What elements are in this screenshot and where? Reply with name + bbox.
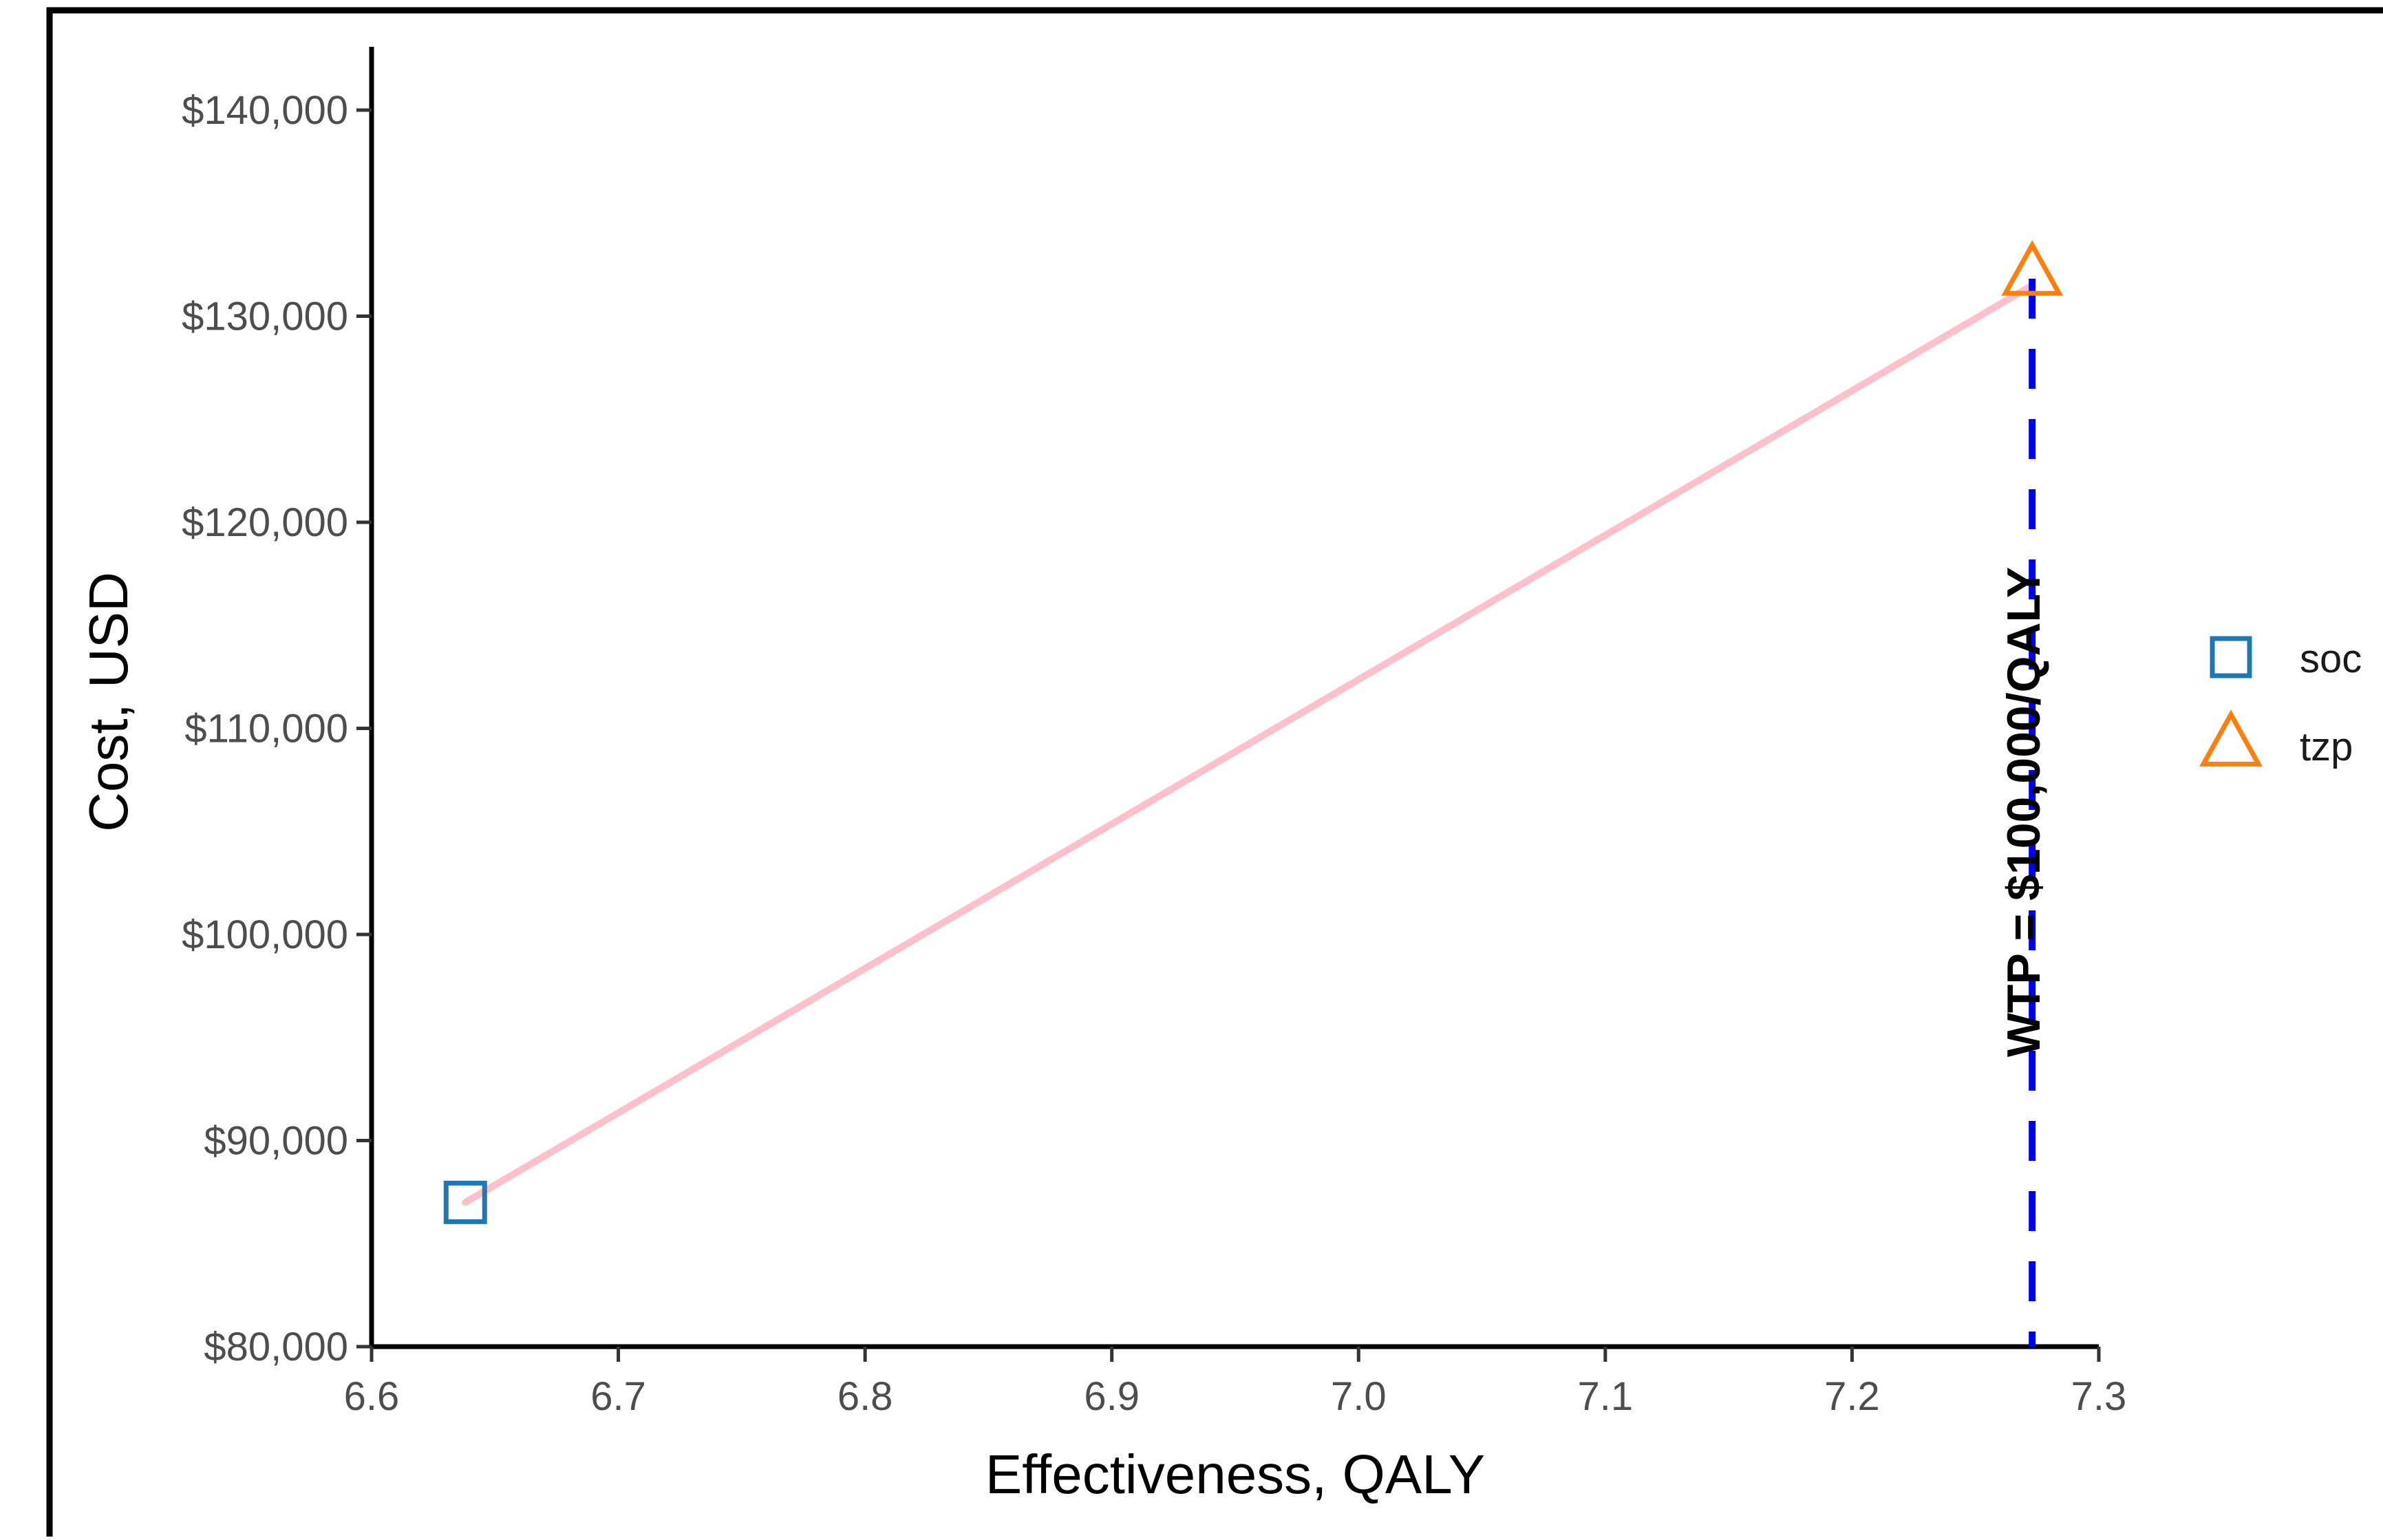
- y-tick-label-0: $80,000: [204, 1325, 348, 1369]
- x-tick-label-7: 7.3: [2071, 1374, 2127, 1419]
- x-tick-label-0: 6.6: [344, 1374, 400, 1419]
- y-tick-label-3: $110,000: [184, 707, 348, 751]
- figure-border: [46, 7, 2383, 1537]
- x-tick-label-5: 7.1: [1578, 1374, 1634, 1419]
- legend-label-soc: soc: [2300, 637, 2362, 681]
- y-tick-label-6: $140,000: [182, 88, 348, 133]
- legend-label-tzp: tzp: [2300, 725, 2353, 769]
- wtp-annotation: WTP = $100,000/QALY: [1998, 567, 2050, 1058]
- legend-key-soc: [2210, 636, 2252, 678]
- x-tick-label-2: 6.8: [837, 1374, 893, 1419]
- y-tick-label-1: $90,000: [204, 1119, 348, 1164]
- y-tick-label-2: $100,000: [182, 912, 348, 957]
- y-axis-title: Cost, USD: [78, 572, 139, 832]
- y-tick-label-5: $130,000: [182, 295, 348, 339]
- legend-key-tzp: [2199, 709, 2263, 767]
- point-tzp-0: [2001, 239, 2064, 296]
- x-axis-title: Effectiveness, QALY: [985, 1444, 1485, 1505]
- x-tick-label-1: 6.7: [590, 1374, 646, 1419]
- y-tick-label-4: $120,000: [182, 500, 348, 545]
- x-tick-label-3: 6.9: [1084, 1374, 1140, 1419]
- plot-area: 6.6 6.7 6.8 6.9 7.0 7.1 7.2 7.3 $80,000 $90,000 $1…: [182, 47, 2126, 1419]
- legend: soc tzp: [2199, 636, 2362, 769]
- frontier-line: [462, 281, 2036, 1206]
- x-tick-label-4: 7.0: [1331, 1374, 1387, 1419]
- point-soc-0: [443, 1180, 487, 1224]
- x-tick-label-6: 7.2: [1824, 1374, 1880, 1419]
